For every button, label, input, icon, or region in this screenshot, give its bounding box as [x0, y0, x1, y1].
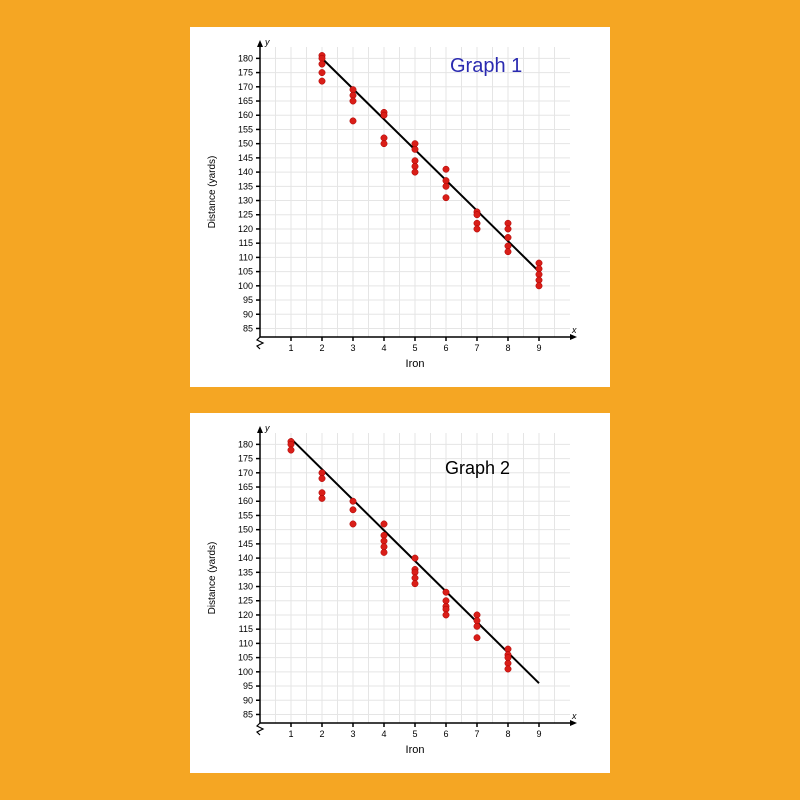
- svg-text:175: 175: [238, 67, 253, 77]
- svg-text:140: 140: [238, 553, 253, 563]
- svg-text:145: 145: [238, 153, 253, 163]
- svg-text:95: 95: [243, 681, 253, 691]
- svg-text:135: 135: [238, 568, 253, 578]
- svg-text:Iron: Iron: [406, 744, 425, 756]
- svg-text:7: 7: [474, 343, 479, 353]
- svg-text:90: 90: [243, 309, 253, 319]
- svg-text:150: 150: [238, 525, 253, 535]
- svg-text:125: 125: [238, 596, 253, 606]
- svg-text:90: 90: [243, 696, 253, 706]
- svg-text:x: x: [571, 325, 577, 335]
- svg-text:130: 130: [238, 195, 253, 205]
- svg-text:Distance (yards): Distance (yards): [207, 155, 218, 228]
- svg-text:1: 1: [288, 343, 293, 353]
- svg-text:2: 2: [319, 729, 324, 739]
- svg-text:110: 110: [239, 639, 253, 649]
- svg-text:130: 130: [238, 582, 253, 592]
- svg-text:Distance (yards): Distance (yards): [207, 542, 218, 615]
- svg-text:160: 160: [238, 110, 253, 120]
- svg-text:120: 120: [238, 224, 253, 234]
- svg-text:1: 1: [288, 729, 293, 739]
- svg-text:105: 105: [238, 653, 253, 663]
- svg-text:155: 155: [238, 511, 253, 521]
- svg-text:7: 7: [474, 729, 479, 739]
- svg-text:9: 9: [536, 343, 541, 353]
- svg-text:y: y: [264, 423, 270, 433]
- svg-text:5: 5: [412, 729, 417, 739]
- svg-text:3: 3: [350, 729, 355, 739]
- svg-text:6: 6: [443, 343, 448, 353]
- svg-text:145: 145: [238, 539, 253, 549]
- svg-text:85: 85: [243, 323, 253, 333]
- svg-text:150: 150: [238, 138, 253, 148]
- graph-2-svg: yx85909510010511011512012513013514014515…: [190, 413, 610, 773]
- svg-text:8: 8: [505, 343, 510, 353]
- graph-2-panel: yx85909510010511011512012513013514014515…: [190, 413, 610, 773]
- svg-text:y: y: [264, 37, 270, 47]
- svg-text:170: 170: [238, 468, 253, 478]
- svg-text:85: 85: [243, 710, 253, 720]
- svg-text:Iron: Iron: [406, 358, 425, 370]
- svg-text:120: 120: [238, 610, 253, 620]
- svg-text:4: 4: [381, 343, 386, 353]
- svg-text:140: 140: [238, 167, 253, 177]
- svg-text:x: x: [571, 711, 577, 721]
- graph-1-panel: yx85909510010511011512012513013514014515…: [190, 27, 610, 387]
- svg-text:165: 165: [238, 482, 253, 492]
- svg-text:4: 4: [381, 729, 386, 739]
- svg-text:115: 115: [239, 624, 253, 634]
- svg-text:5: 5: [412, 343, 417, 353]
- svg-text:170: 170: [238, 81, 253, 91]
- svg-text:2: 2: [319, 343, 324, 353]
- svg-text:180: 180: [238, 440, 253, 450]
- svg-text:180: 180: [238, 53, 253, 63]
- svg-text:165: 165: [238, 96, 253, 106]
- svg-text:105: 105: [238, 266, 253, 276]
- svg-text:115: 115: [239, 238, 253, 248]
- svg-text:100: 100: [238, 280, 253, 290]
- svg-text:160: 160: [238, 497, 253, 507]
- svg-text:110: 110: [239, 252, 253, 262]
- svg-text:8: 8: [505, 729, 510, 739]
- svg-text:175: 175: [238, 454, 253, 464]
- graph-1-svg: yx85909510010511011512012513013514014515…: [190, 27, 610, 387]
- svg-text:135: 135: [238, 181, 253, 191]
- svg-text:6: 6: [443, 729, 448, 739]
- svg-text:95: 95: [243, 295, 253, 305]
- svg-text:9: 9: [536, 729, 541, 739]
- svg-text:125: 125: [238, 209, 253, 219]
- svg-text:3: 3: [350, 343, 355, 353]
- svg-text:155: 155: [238, 124, 253, 134]
- svg-text:100: 100: [238, 667, 253, 677]
